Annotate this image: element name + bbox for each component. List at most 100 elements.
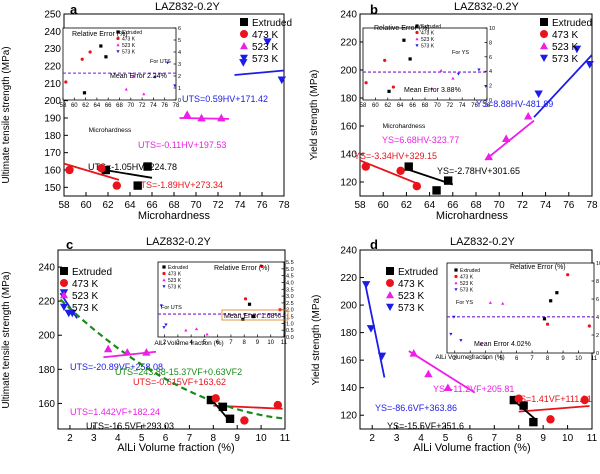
fit-equation-label: YS=1.41VF+111.31 (514, 394, 592, 404)
inset-point (64, 80, 68, 84)
legend-marker (60, 291, 68, 299)
inset-point (99, 44, 103, 48)
inset-y-tick-label: 2 (178, 74, 181, 80)
inset-x-tick-label: 64 (94, 103, 101, 109)
data-point (143, 162, 152, 171)
inset-legend-marker (415, 44, 419, 48)
inset-point (364, 81, 368, 85)
inset-x-tick-label: 70 (127, 103, 134, 109)
inset-x-tick-label: 9 (561, 356, 565, 362)
x-tick-label: 4 (115, 433, 121, 444)
inset-point (456, 72, 461, 76)
y-tick-label: 200 (340, 301, 357, 312)
inset-x-tick-label: 62 (82, 103, 89, 109)
x-axis-label: AlLi Volume fraction (%) (413, 442, 530, 454)
inset-y-tick-label: 1 (178, 86, 181, 92)
inset-x-label: AlLi Volume fraction (%) (154, 340, 223, 347)
data-point (572, 45, 582, 54)
inset-point (194, 327, 199, 331)
inset-point (459, 339, 463, 342)
legend-marker (386, 291, 394, 299)
data-point (529, 417, 538, 427)
legend-marker (240, 42, 248, 50)
inset-y-tick-label: 0.5 (286, 328, 294, 334)
inset-point (259, 264, 264, 268)
fit-equation-label: YS=8.88HV-481.89 (476, 99, 553, 109)
y-tick-label: 190 (44, 114, 61, 125)
inset-point (408, 57, 412, 61)
inset-y-tick-label: 0 (178, 98, 181, 104)
y-tick-label: 250 (44, 10, 61, 21)
x-tick-label: 66 (447, 200, 459, 211)
inset-note: For YS (456, 300, 473, 306)
inset-point (555, 291, 559, 295)
inset-x-tick-label: 72 (446, 103, 453, 109)
inset-x-tick-label: 2 (163, 340, 167, 346)
inset-x-tick-label: 6 (216, 340, 220, 346)
x-tick-label: 11 (280, 433, 291, 444)
inset-legend-label: 473 K (168, 272, 182, 278)
inset-x-label: Microhardness (89, 127, 132, 134)
inset-legend-label: 473 K (460, 275, 474, 281)
legend-marker (60, 303, 68, 311)
y-tick-label: 230 (44, 44, 61, 55)
legend-label: 523 K (552, 42, 578, 53)
data-point (443, 383, 453, 392)
inset-x-tick-label: 66 (105, 103, 112, 109)
inset-point (153, 75, 157, 79)
inset-y-tick-label: 4.5 (286, 274, 294, 280)
y-tick-label: 240 (44, 27, 61, 38)
y-tick-label: 160 (44, 166, 61, 177)
inset-point (545, 322, 550, 326)
data-point (183, 110, 192, 118)
inset-point (430, 86, 434, 90)
panel-c: 2 3 4 5 6 7 8 9 10 11 160 180 200 220 240 LAZ832-0.2Y c A… (1, 236, 294, 454)
x-tick-label: 78 (586, 200, 598, 211)
inset-point (205, 332, 209, 336)
data-point (396, 166, 405, 175)
inset-point (82, 91, 87, 95)
legend-marker (540, 54, 548, 62)
inset-y-tick-label: 6 (489, 55, 492, 61)
inset-point (251, 314, 256, 319)
inset-y-tick-label: 4 (489, 69, 492, 75)
inset-point (162, 326, 166, 330)
inset-x-tick-label: 78 (173, 103, 180, 109)
data-point (514, 394, 523, 403)
inset-legend-marker (162, 271, 166, 276)
inset-y-tick-label: 10 (596, 261, 600, 267)
inset-y-tick-label: 1.0 (286, 321, 294, 327)
fit-equation-label: YS=6.68HV-323.77 (382, 135, 459, 145)
inset-legend-label: 573 K (168, 285, 182, 291)
y-tick-label: 180 (44, 131, 61, 142)
legend-label: 573 K (252, 54, 278, 65)
panel-a: 58 60 62 64 66 68 70 72 74 76 78150160170180190200… (1, 1, 292, 222)
x-tick-label: 68 (470, 200, 482, 211)
x-tick-label: 2 (67, 433, 73, 444)
inset-x-tick-label: 60 (71, 103, 78, 109)
y-tick-label: 220 (44, 62, 61, 73)
data-point (273, 400, 283, 410)
inset-point (132, 74, 136, 78)
fit-line (364, 282, 386, 378)
inset-x-tick-label: 8 (546, 356, 550, 362)
x-tick-label: 4 (418, 433, 424, 444)
inset-y-tick-label: 3.5 (286, 287, 294, 293)
inset-x-tick-label: 7 (530, 356, 534, 362)
inset-x-tick-label: 7 (229, 340, 233, 346)
data-point (484, 152, 493, 161)
fit-line (518, 405, 590, 413)
inset-y-tick-label: 2.0 (286, 308, 294, 314)
data-point (361, 162, 370, 171)
fit-line (63, 162, 120, 181)
data-point (103, 344, 113, 353)
inset-legend-marker (162, 278, 166, 282)
inset-point (566, 273, 570, 277)
inset-y-tick-label: 10 (489, 26, 495, 32)
chart-title: LAZ832-0.2Y (454, 1, 519, 13)
inset-x-tick-label: 68 (116, 103, 123, 109)
data-point (197, 113, 206, 122)
